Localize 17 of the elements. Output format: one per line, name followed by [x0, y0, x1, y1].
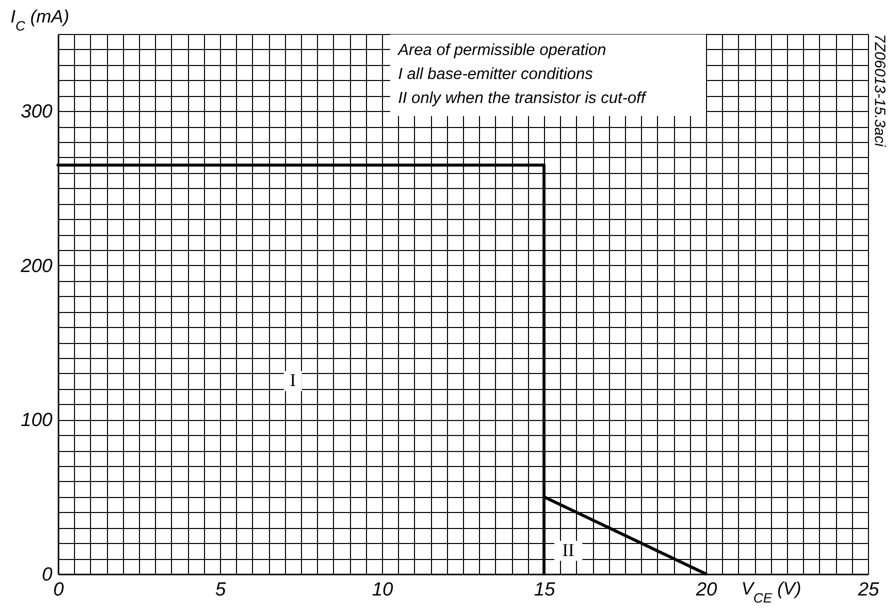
x-tick-label: 10 [372, 580, 394, 600]
x-tick-label: 25 [856, 580, 880, 600]
text: 7Z06013-15.3aci [871, 34, 888, 148]
y-tick-label: 300 [20, 102, 53, 123]
x-axis-title: V$_{CE}$ (V) [741, 578, 802, 605]
annotation: II only when the transistor is cut-off [398, 90, 647, 107]
annotation: Area of permissible operation [397, 42, 606, 59]
x-tick-label: 15 [534, 580, 556, 600]
y-axis-title: I$_{C}$ (mA) [10, 6, 70, 33]
x-tick-label: 20 [694, 580, 718, 600]
annotation: II [562, 540, 574, 560]
y-tick-label: 100 [20, 410, 53, 432]
annotation: I all base-emitter conditions [398, 66, 593, 83]
y-tick-label: 0 [42, 564, 53, 586]
y-tick-label: 200 [20, 256, 53, 277]
annotation: I [290, 370, 296, 390]
x-tick-label: 5 [215, 580, 226, 600]
